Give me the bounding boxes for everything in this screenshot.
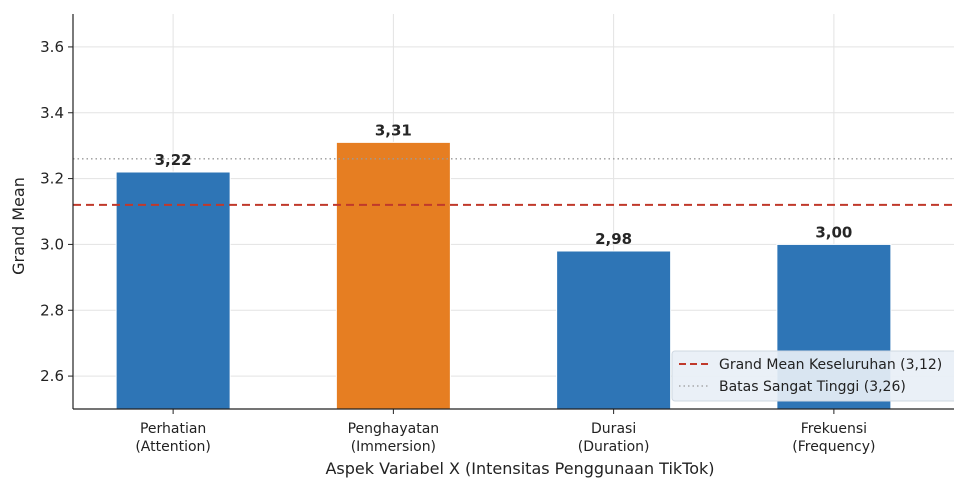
y-tick-label: 2.8 <box>40 301 64 319</box>
bar-value-label: 3,31 <box>375 121 412 139</box>
bar-value-label: 2,98 <box>595 230 632 248</box>
x-axis-title: Aspek Variabel X (Intensitas Penggunaan … <box>325 459 714 478</box>
legend-label-grand-mean: Grand Mean Keseluruhan (3,12) <box>719 357 942 373</box>
x-tick-label: Frekuensi <box>801 421 867 437</box>
y-tick-label: 3.4 <box>40 104 64 122</box>
legend-box <box>671 350 954 402</box>
reference-lines-layer <box>73 158 954 206</box>
x-tick-label: (Duration) <box>578 439 650 455</box>
y-tick-label: 3.2 <box>40 170 64 188</box>
y-tick-label: 3.6 <box>40 38 64 56</box>
bar <box>115 171 231 410</box>
x-tick-label: Penghayatan <box>348 421 440 437</box>
x-tick-label: (Attention) <box>135 439 211 455</box>
bar-value-label: 3,22 <box>155 151 192 169</box>
y-tick-label: 3.0 <box>40 235 64 253</box>
bar-value-label: 3,00 <box>815 223 852 241</box>
x-tick-label: (Frequency) <box>792 439 875 455</box>
legend-label-batas: Batas Sangat Tinggi (3,26) <box>719 379 906 395</box>
bar <box>335 141 451 410</box>
axes-layer <box>72 14 954 410</box>
x-ticks-layer: Perhatian (Attention) Penghayatan (Immersio… <box>135 409 876 455</box>
bar <box>556 250 672 410</box>
legend: Grand Mean Keseluruhan (3,12) Batas Sang… <box>671 350 954 402</box>
x-tick-label: Perhatian <box>140 421 206 437</box>
y-ticks-layer: 2.6 2.8 3.0 3.2 3.4 3.6 <box>40 38 73 385</box>
x-tick-label: Durasi <box>591 421 636 437</box>
y-axis-title: Grand Mean <box>9 177 28 275</box>
x-tick-label: (Immersion) <box>351 439 436 455</box>
y-tick-label: 2.6 <box>40 367 64 385</box>
data-labels-layer: 3,22 3,31 2,98 3,00 <box>155 121 853 248</box>
